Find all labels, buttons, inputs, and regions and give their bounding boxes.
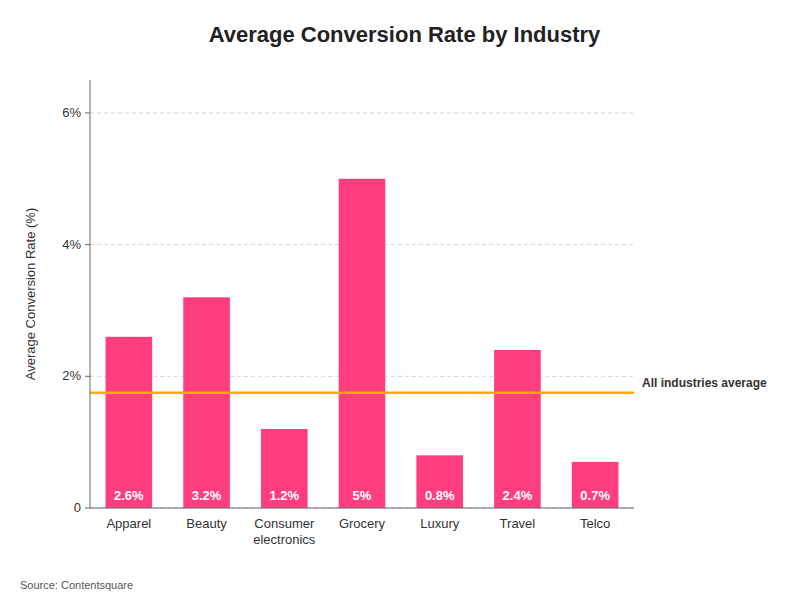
chart-container: Average Conversion Rate by Industry 0 2% 4%… [0, 0, 809, 603]
average-label: All industries average [642, 376, 767, 390]
data-label: 1.2% [269, 488, 299, 503]
bar [261, 429, 308, 508]
x-tick-label: Consumerelectronics [253, 516, 316, 547]
y-axis-line [90, 80, 91, 508]
x-tick-label: Luxury [420, 516, 460, 531]
bar [339, 179, 386, 508]
bar [106, 337, 153, 508]
y-tick [85, 508, 90, 509]
data-label: 3.2% [192, 488, 222, 503]
x-tick-label: Grocery [339, 516, 386, 531]
y-tick [85, 112, 90, 113]
grid [90, 113, 634, 508]
x-axis-line [90, 508, 634, 509]
bar [494, 350, 541, 508]
y-tick [85, 376, 90, 377]
x-tick-label: Beauty [186, 516, 227, 531]
data-label: 0.7% [580, 488, 610, 503]
bars [106, 179, 619, 508]
chart-title: Average Conversion Rate by Industry [209, 22, 601, 47]
average-line [90, 392, 634, 395]
data-label: 5% [353, 488, 372, 503]
x-tick-label: Travel [500, 516, 536, 531]
grid-line [90, 112, 634, 113]
bar [572, 462, 619, 508]
y-tick-label: 2% [62, 368, 81, 383]
data-label: 2.6% [114, 488, 144, 503]
grid-line [90, 508, 634, 509]
x-tick-label: Apparel [106, 516, 151, 531]
y-tick [85, 244, 90, 245]
y-tick-label: 6% [62, 105, 81, 120]
reference-lines [90, 392, 634, 393]
bar [416, 455, 463, 508]
bar [183, 297, 230, 508]
source-note: Source: Contentsquare [20, 579, 133, 591]
y-axis-label: Average Conversion Rate (%) [23, 208, 38, 380]
data-label: 0.8% [425, 488, 455, 503]
data-label: 2.4% [503, 488, 533, 503]
chart-svg: Average Conversion Rate by Industry 0 2% 4%… [0, 0, 809, 603]
y-tick-label: 0 [74, 500, 81, 515]
y-tick-label: 4% [62, 237, 81, 252]
x-tick-label: Telco [580, 516, 610, 531]
